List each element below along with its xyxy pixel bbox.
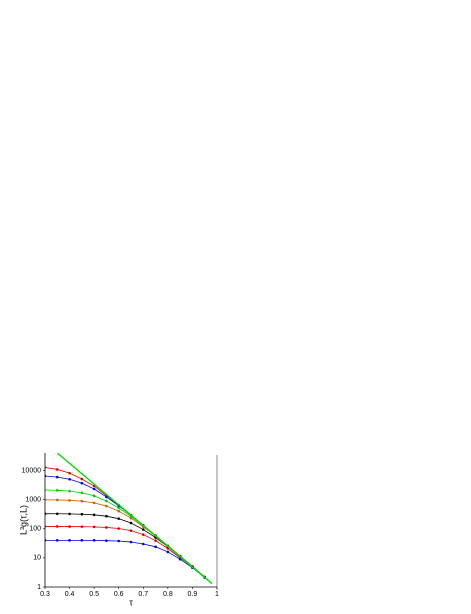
data-point xyxy=(68,477,71,481)
data-point xyxy=(92,539,96,542)
data-point xyxy=(117,506,121,510)
data-point xyxy=(80,512,84,516)
series-line xyxy=(45,499,205,578)
data-point xyxy=(166,550,170,554)
data-point xyxy=(68,489,71,493)
data-point xyxy=(105,499,108,503)
x-tick-label: 0.4 xyxy=(65,591,75,598)
data-point xyxy=(178,557,182,561)
data-point xyxy=(68,499,71,502)
data-point xyxy=(117,539,121,543)
y-tick-label: 1 xyxy=(37,584,41,591)
x-tick-label: 0.6 xyxy=(114,591,124,598)
data-point xyxy=(92,501,96,505)
y-tick-label: 100 xyxy=(29,526,41,533)
data-point xyxy=(129,540,133,544)
data-point xyxy=(141,528,145,531)
data-point xyxy=(45,539,47,542)
series-line xyxy=(45,467,205,578)
data-point xyxy=(55,539,59,542)
data-point xyxy=(141,542,145,546)
data-point xyxy=(55,498,59,502)
data-point xyxy=(80,499,84,503)
data-point xyxy=(141,533,145,536)
x-axis-label: τ xyxy=(129,597,133,607)
data-point xyxy=(154,539,157,542)
y-tick-label: 10 xyxy=(33,555,41,562)
series-line xyxy=(45,489,205,578)
data-point xyxy=(80,491,84,495)
data-point xyxy=(55,468,59,471)
data-point xyxy=(105,514,108,518)
data-point xyxy=(105,504,108,508)
data-point xyxy=(55,512,59,516)
data-point xyxy=(105,526,108,529)
data-point xyxy=(105,495,108,499)
data-point xyxy=(45,512,47,516)
data-point xyxy=(55,475,59,479)
data-point xyxy=(80,525,84,528)
series-line xyxy=(45,513,205,578)
data-point xyxy=(68,525,71,528)
data-point xyxy=(92,525,96,529)
x-tick-label: 0.7 xyxy=(138,591,148,598)
x-tick-label: 0.8 xyxy=(163,591,173,598)
x-tick-label: 0.5 xyxy=(89,591,99,598)
data-point xyxy=(166,547,170,550)
data-point xyxy=(92,513,96,517)
data-point xyxy=(45,498,47,502)
data-point xyxy=(68,512,71,516)
data-point xyxy=(117,517,121,520)
data-point xyxy=(45,525,47,528)
data-point xyxy=(55,489,59,492)
plot-area xyxy=(45,453,213,585)
data-point xyxy=(129,529,133,532)
data-point xyxy=(92,494,96,498)
data-point xyxy=(55,525,59,528)
data-point xyxy=(117,509,121,513)
data-point xyxy=(129,521,133,525)
data-point xyxy=(117,527,121,530)
fit-line xyxy=(56,453,213,585)
y-tick-label: 10000 xyxy=(22,467,42,474)
data-point xyxy=(80,539,84,542)
y-tick-label: 1000 xyxy=(25,496,41,503)
data-point xyxy=(80,477,84,481)
data-point xyxy=(92,487,96,491)
series-line xyxy=(45,539,205,578)
data-point xyxy=(45,466,47,469)
data-point xyxy=(105,539,108,542)
data-point xyxy=(45,474,47,478)
series-line xyxy=(45,526,205,578)
data-point xyxy=(154,545,157,549)
data-point xyxy=(68,539,71,542)
data-point xyxy=(68,471,71,475)
x-tick-label: 1 xyxy=(215,591,219,598)
x-tick-label: 0.3 xyxy=(40,591,50,598)
data-point xyxy=(129,516,133,520)
data-point xyxy=(45,488,47,492)
y-axis-label: L³g(τ,L) xyxy=(18,505,28,535)
data-point xyxy=(80,481,84,485)
x-tick-label: 0.9 xyxy=(188,591,198,598)
